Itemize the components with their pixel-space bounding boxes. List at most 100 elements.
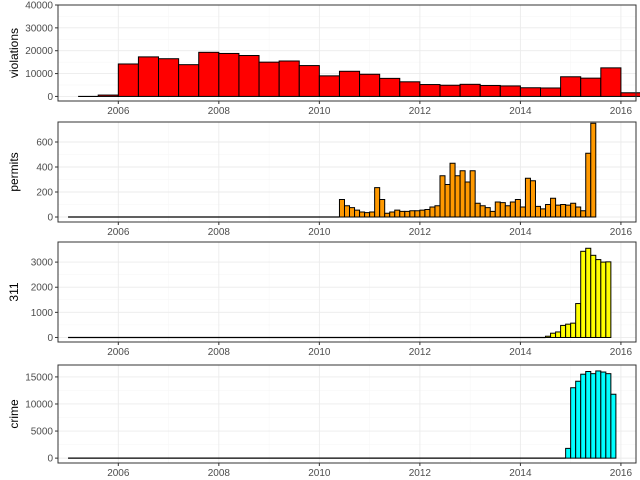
bar-violations xyxy=(238,55,260,97)
bar-permits xyxy=(540,208,547,218)
x-tick-label: 2014 xyxy=(509,347,532,358)
bar-permits xyxy=(354,209,361,218)
bar-permits xyxy=(529,180,536,218)
bar-311 xyxy=(585,247,592,338)
bar-permits xyxy=(434,205,441,218)
bar-violations xyxy=(620,92,640,97)
bar-violations xyxy=(419,84,441,97)
x-tick-label: 2016 xyxy=(610,468,633,479)
bar-permits xyxy=(399,210,406,218)
bar-violations xyxy=(178,64,200,97)
x-tick-label: 2006 xyxy=(107,227,130,238)
bar-311 xyxy=(560,324,567,338)
panel-border xyxy=(57,4,637,102)
x-tick-label: 2006 xyxy=(107,468,130,479)
bar-violations xyxy=(338,70,361,97)
bar-violations xyxy=(499,85,521,97)
bar-permits xyxy=(444,184,451,218)
bar-crime xyxy=(600,371,607,459)
bar-permits xyxy=(555,204,562,218)
panel-border xyxy=(57,121,637,223)
x-tick-label: 2010 xyxy=(308,347,331,358)
x-tick-label: 2012 xyxy=(409,227,432,238)
bar-permits xyxy=(580,210,587,218)
y-tick-label: 0 xyxy=(47,454,53,465)
panel-permits: 2006 2008 2010 2012 2014 2016 0 200 400 600 permit… xyxy=(7,121,637,238)
bar-violations xyxy=(600,67,622,97)
bar-permits xyxy=(469,170,476,218)
bar-permits xyxy=(545,204,552,218)
bar-violations xyxy=(439,84,461,97)
bar-permits xyxy=(349,207,356,218)
bar-permits xyxy=(590,122,597,218)
bar-violations xyxy=(399,81,421,97)
bar-permits xyxy=(424,209,431,218)
bar-permits xyxy=(379,199,386,218)
bar-permits xyxy=(374,187,381,218)
bar-violations xyxy=(479,84,501,97)
x-tick-label: 2008 xyxy=(208,106,231,117)
x-tick-label: 2014 xyxy=(509,227,532,238)
y-tick-label: 3000 xyxy=(31,258,54,269)
bar-permits xyxy=(504,205,511,218)
bar-permits xyxy=(359,211,366,218)
bar-permits xyxy=(509,201,516,218)
bar-permits xyxy=(484,207,491,218)
bar-violations xyxy=(158,58,180,97)
x-tick-label: 2014 xyxy=(509,106,532,117)
y-tick-label: 20000 xyxy=(25,46,53,57)
bar-permits xyxy=(550,197,557,218)
bar-violations xyxy=(359,73,381,97)
x-tick-label: 2016 xyxy=(610,106,633,117)
x-tick-label: 2016 xyxy=(610,347,633,358)
bar-violations xyxy=(298,65,320,97)
y-tick-label: 0 xyxy=(47,92,53,103)
panel-border xyxy=(57,241,637,343)
panel-311: 2006 2008 2010 2012 2014 2016 0 1000 2000 3000 311 xyxy=(7,241,637,358)
bar-violations xyxy=(379,77,401,97)
bar-permits xyxy=(575,206,582,218)
bar-violations xyxy=(560,76,582,97)
bar-311 xyxy=(555,331,562,338)
bar-violations xyxy=(278,60,300,97)
bar-permits xyxy=(585,152,592,218)
bar-crime xyxy=(610,393,617,459)
y-tick-label: 200 xyxy=(36,188,53,199)
y-axis-title: 311 xyxy=(7,282,21,301)
y-tick-label: 30000 xyxy=(25,23,53,34)
bar-crime xyxy=(590,373,597,459)
bar-311 xyxy=(550,332,557,338)
bar-crime xyxy=(580,373,587,459)
bar-violations xyxy=(258,61,280,97)
bar-311 xyxy=(545,335,552,338)
bar-permits xyxy=(454,175,461,218)
y-tick-label: 600 xyxy=(36,138,53,149)
bar-311 xyxy=(580,250,587,338)
panel-crime: 2006 2008 2010 2012 2014 2016 0 5000 10000 15000 c… xyxy=(7,364,637,479)
bar-crime xyxy=(605,373,612,459)
bar-311 xyxy=(590,254,597,338)
bar-permits xyxy=(494,201,501,218)
bar-permits xyxy=(519,206,526,218)
x-tick-label: 2014 xyxy=(509,468,532,479)
bar-violations xyxy=(117,63,139,97)
y-axis-title: crime xyxy=(7,399,21,429)
bar-permits xyxy=(419,209,426,218)
y-axis-title: violations xyxy=(7,28,21,78)
bar-311 xyxy=(570,322,577,338)
bar-permits xyxy=(369,211,376,218)
bar-crime xyxy=(575,380,582,459)
panel-violations: 2006 2008 2010 2012 2014 2016 0 10000 20000 30000… xyxy=(7,1,640,117)
x-tick-label: 2008 xyxy=(208,468,231,479)
bar-311 xyxy=(600,261,607,338)
y-axis-title: permits xyxy=(7,152,21,191)
bar-permits xyxy=(514,199,521,218)
bar-permits xyxy=(499,202,506,218)
bar-permits xyxy=(524,177,531,218)
x-tick-label: 2008 xyxy=(208,347,231,358)
bar-violations xyxy=(318,75,340,97)
x-tick-label: 2010 xyxy=(308,227,331,238)
y-tick-label: 1000 xyxy=(31,308,54,319)
bar-crime xyxy=(595,370,602,459)
y-tick-label: 10000 xyxy=(25,399,53,410)
